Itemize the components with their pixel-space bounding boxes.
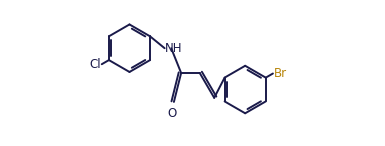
- Text: Br: Br: [273, 67, 287, 80]
- Text: Cl: Cl: [89, 58, 101, 71]
- Text: O: O: [167, 107, 176, 120]
- Text: NH: NH: [165, 42, 183, 55]
